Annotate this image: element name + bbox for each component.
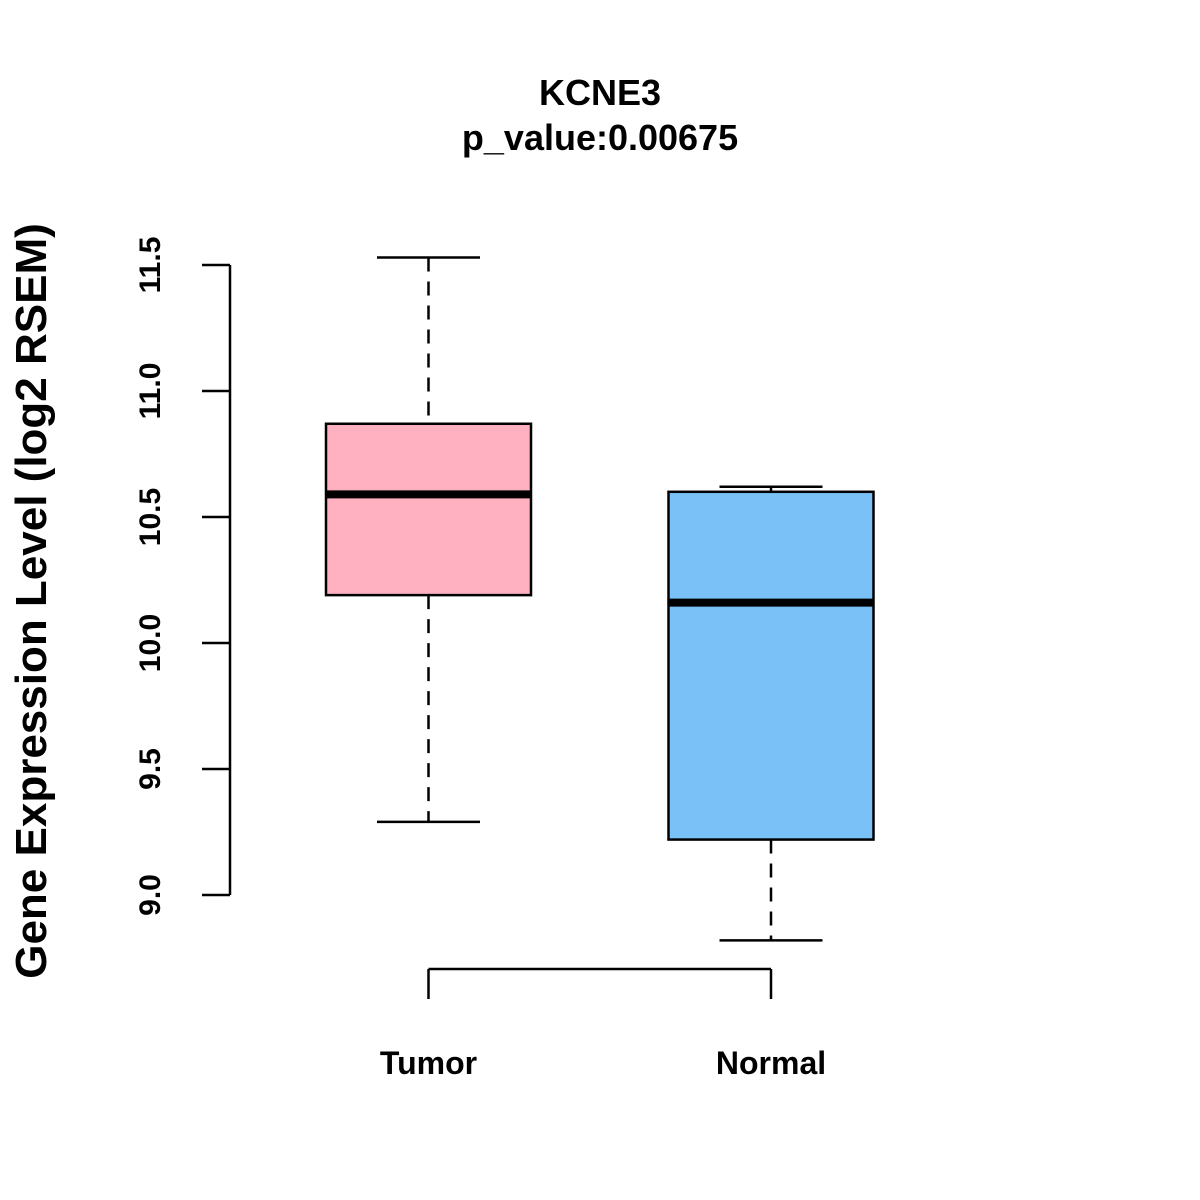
- y-tick-label: 10.0: [134, 614, 167, 672]
- y-tick-label: 9.0: [134, 874, 167, 916]
- x-tick-label-tumor: Tumor: [380, 1045, 477, 1081]
- box-group-normal: [667, 485, 875, 942]
- y-tick-label: 11.5: [134, 237, 167, 294]
- chart-subtitle: p_value:0.00675: [462, 117, 738, 158]
- chart-title: KCNE3: [539, 72, 661, 113]
- comparison-bracket: [427, 967, 773, 999]
- x-axis-labels: Tumor Normal: [380, 1045, 826, 1081]
- x-tick-label-normal: Normal: [716, 1045, 826, 1081]
- y-tick-label: 9.5: [134, 748, 167, 790]
- box-group-tumor: [324, 256, 533, 824]
- y-tick-label: 10.5: [134, 488, 167, 546]
- box-iqr: [324, 422, 533, 597]
- y-axis-label: Gene Expression Level (log2 RSEM): [7, 223, 56, 979]
- y-axis: 9.0 9.5 10.0 10.5 11.0 11.5: [134, 237, 232, 916]
- y-tick-label: 11.0: [134, 363, 167, 420]
- boxes: [324, 256, 875, 942]
- box-iqr: [667, 490, 875, 841]
